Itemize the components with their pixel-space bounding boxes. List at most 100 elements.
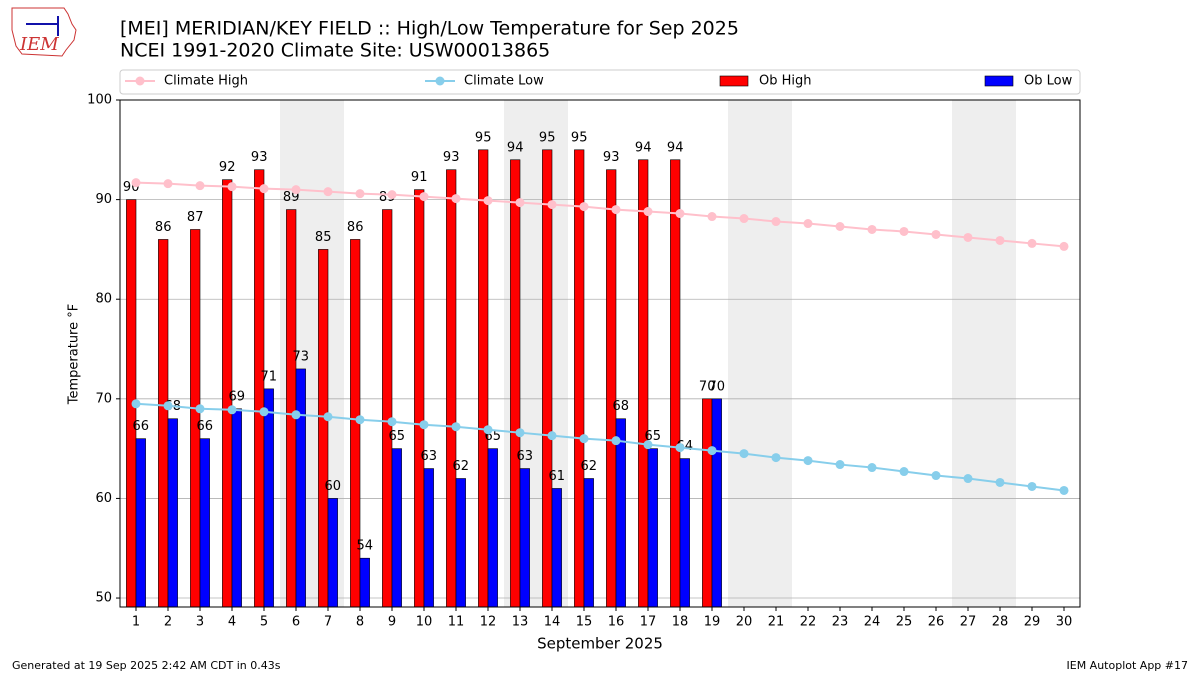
legend-label: Climate Low: [464, 74, 544, 89]
climate-point: [1027, 238, 1037, 248]
climate-line: [135, 181, 1065, 248]
bar: [359, 557, 370, 608]
climate-point: [195, 404, 205, 414]
climate-point: [483, 196, 493, 206]
x-tick-label: 30: [1056, 615, 1073, 630]
climate-point: [643, 440, 653, 450]
data-label: 62: [453, 459, 470, 474]
bar: [670, 159, 681, 608]
climate-point: [931, 229, 941, 239]
climate-point: [131, 399, 141, 409]
bar: [679, 458, 690, 608]
climate-point: [995, 235, 1005, 245]
climate-point: [451, 422, 461, 432]
climate-point: [387, 417, 397, 427]
bar: [167, 418, 178, 608]
legend-label: Ob High: [759, 74, 812, 89]
bar: [423, 468, 434, 608]
climate-point: [259, 407, 269, 417]
data-label: 66: [133, 419, 150, 434]
data-label: 94: [635, 140, 652, 155]
x-tick-label: 11: [448, 615, 465, 630]
climate-point: [771, 453, 781, 463]
climate-point: [835, 222, 845, 232]
climate-point: [931, 471, 941, 481]
data-label: 66: [197, 419, 214, 434]
bar: [487, 448, 498, 608]
climate-point: [707, 446, 717, 456]
legend-marker: [435, 76, 445, 86]
bar: [510, 159, 521, 608]
data-label: 93: [443, 150, 460, 165]
climate-point: [835, 460, 845, 470]
climate-point: [899, 467, 909, 477]
y-axis-label: Temperature °F: [67, 304, 82, 405]
logo-text: IEM: [19, 34, 59, 55]
x-axis-label: September 2025: [537, 635, 663, 653]
climate-point: [291, 185, 301, 195]
x-tick-label: 27: [960, 615, 977, 630]
data-label: 63: [517, 449, 534, 464]
x-tick-label: 12: [480, 615, 497, 630]
bar: [638, 159, 649, 608]
bar: [382, 209, 393, 608]
footer-left: Generated at 19 Sep 2025 2:42 AM CDT in …: [12, 659, 281, 672]
weekend-shade: [952, 100, 1016, 607]
climate-point: [451, 194, 461, 204]
bar: [702, 398, 713, 608]
climate-point: [739, 449, 749, 459]
bar: [295, 368, 306, 608]
chart-title: [MEI] MERIDIAN/KEY FIELD :: High/Low Tem…: [120, 18, 739, 40]
data-label: 94: [507, 140, 524, 155]
climate-point: [259, 184, 269, 194]
bar: [606, 169, 617, 608]
climate-point: [803, 219, 813, 229]
climate-point: [515, 428, 525, 438]
data-label: 93: [251, 150, 268, 165]
x-tick-label: 28: [992, 615, 1009, 630]
climate-point: [1027, 481, 1037, 491]
bar: [519, 468, 530, 608]
data-label: 63: [421, 449, 438, 464]
climate-point: [739, 214, 749, 224]
legend-swatch: [984, 75, 1014, 87]
climate-point: [547, 431, 557, 441]
data-label: 94: [667, 140, 684, 155]
climate-point: [995, 477, 1005, 487]
climate-point: [771, 217, 781, 227]
data-label: 87: [187, 210, 204, 225]
climate-point: [163, 401, 173, 411]
data-label: 95: [571, 130, 588, 145]
climate-point: [483, 425, 493, 435]
y-tick-label: 100: [87, 93, 112, 108]
chart-subtitle: NCEI 1991-2020 Climate Site: USW00013865: [120, 40, 550, 62]
data-label: 95: [539, 130, 556, 145]
legend-box: [119, 69, 1081, 95]
bar: [551, 488, 562, 608]
data-label: 91: [411, 170, 428, 185]
climate-point: [643, 207, 653, 217]
bar: [446, 169, 457, 608]
climate-point: [579, 434, 589, 444]
legend: Climate High Climate Low Ob High Ob Low: [119, 69, 1081, 95]
climate-point: [419, 420, 429, 430]
x-tick-label: 14: [544, 615, 561, 630]
logo-icon: [26, 16, 59, 36]
climate-point: [963, 474, 973, 484]
x-tick-label: 23: [832, 615, 849, 630]
legend-label: Ob Low: [1024, 74, 1073, 89]
x-tick-label: 22: [800, 615, 817, 630]
x-tick-label: 3: [196, 615, 204, 630]
x-tick-label: 4: [228, 615, 236, 630]
x-tick-label: 7: [324, 615, 332, 630]
x-tick-label: 20: [736, 615, 753, 630]
legend-marker: [135, 76, 145, 86]
y-tick-label: 50: [95, 591, 112, 606]
climate-point: [963, 232, 973, 242]
bar: [318, 249, 329, 608]
climate-point: [579, 202, 589, 212]
bar: [647, 448, 658, 608]
climate-point: [323, 187, 333, 197]
y-tick-label: 60: [95, 491, 112, 506]
data-label: 93: [603, 150, 620, 165]
